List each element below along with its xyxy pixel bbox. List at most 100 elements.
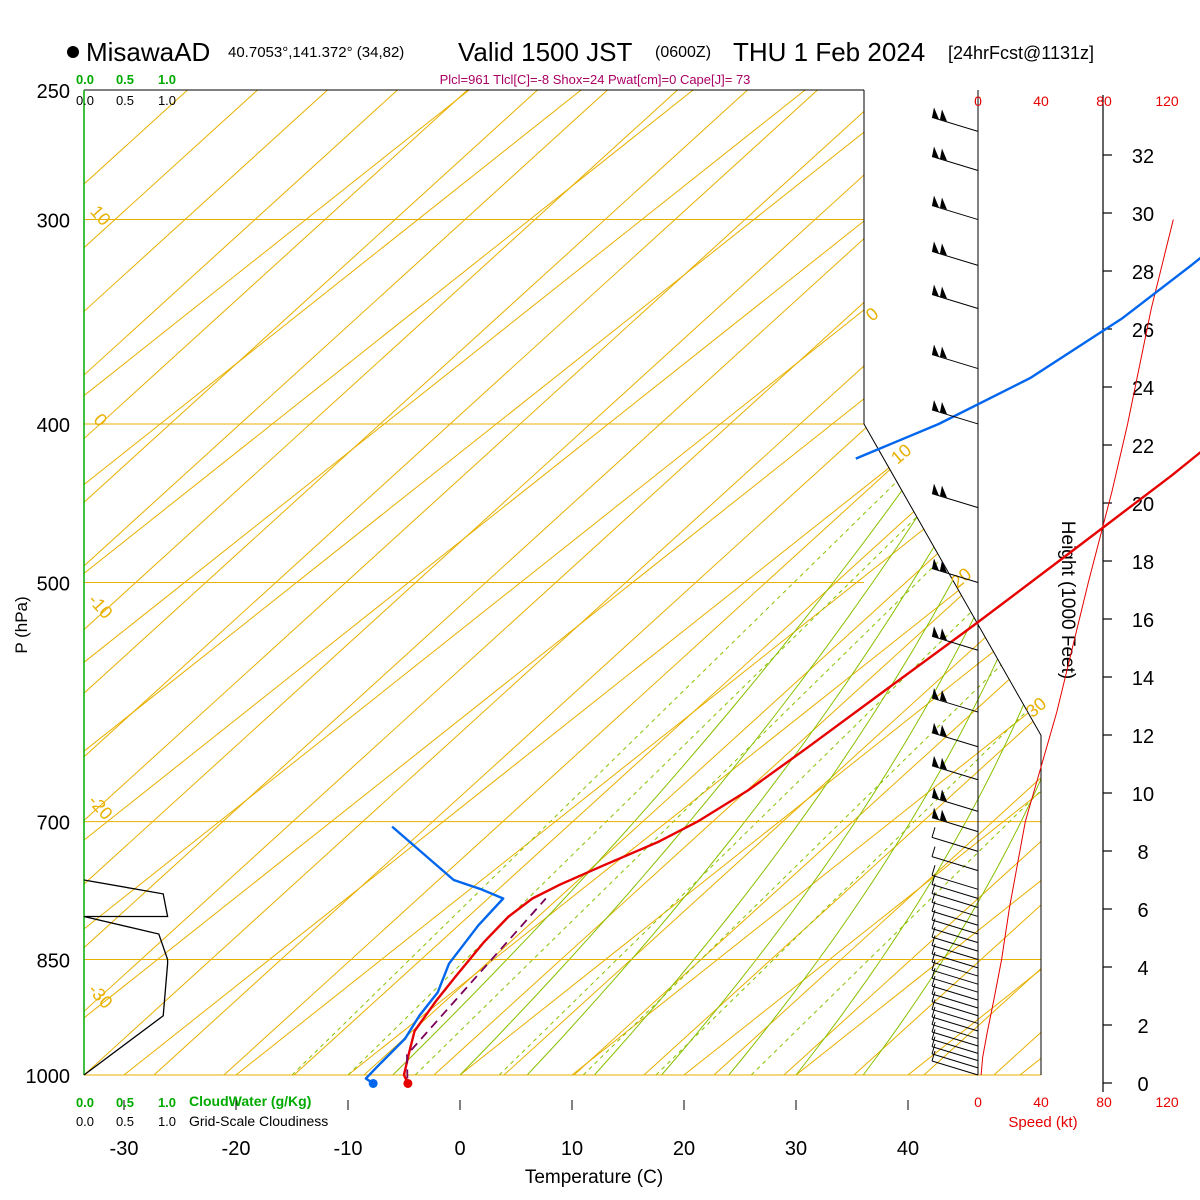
wind-barb — [931, 1029, 979, 1054]
wind-barb — [931, 1021, 979, 1047]
pressure-tick-label: 700 — [37, 813, 70, 835]
dry-adiabat-label: 10 — [86, 201, 114, 229]
height-tick-label: 6 — [1137, 900, 1148, 922]
speed-axis-title: Speed (kt) — [1008, 1114, 1077, 1131]
cloudwater-tick-top: 0.5 — [116, 72, 134, 87]
height-tick-label: 2 — [1137, 1016, 1148, 1038]
wind-barb — [931, 241, 979, 266]
wind-barb-staff — [931, 953, 979, 969]
wind-barb-feather — [931, 1006, 936, 1018]
pressure-tick-label: 400 — [37, 415, 70, 437]
plot-frame — [83, 89, 1042, 1076]
height-tick-label: 16 — [1132, 610, 1154, 632]
wind-barb-staff — [931, 635, 979, 651]
wind-barb-flag — [940, 690, 947, 703]
height-tick-label: 30 — [1132, 204, 1154, 226]
x-tick-label: 20 — [673, 1138, 695, 1160]
isotherm-line — [528, 90, 1041, 1075]
wind-barb-feather — [931, 968, 936, 979]
cloudwater-tick-bottom: 0.0 — [76, 1095, 94, 1110]
wind-barb-flag — [932, 807, 939, 820]
cloudiness-tick-top: 0.0 — [76, 93, 94, 108]
wind-barb — [931, 1014, 979, 1040]
height-tick-label: 18 — [1132, 552, 1154, 574]
cloudiness-tick-bottom: 0.5 — [116, 1114, 134, 1129]
dry-adiabat-line — [84, 90, 328, 1075]
mixing-ratio-label: 5 — [494, 1083, 513, 1099]
wind-barb-flag — [932, 107, 939, 120]
wind-barb — [931, 284, 979, 309]
wind-barb — [931, 807, 979, 833]
cloudiness-tick-top: 0.5 — [116, 93, 134, 108]
wind-barb-flag — [932, 558, 939, 571]
dry-adiabat-label: 0 — [90, 410, 112, 431]
wind-barb-feather — [931, 1029, 936, 1040]
wind-barb-staff — [931, 901, 979, 917]
mixing-ratio-line — [582, 423, 1041, 1075]
speed-tick-label-bottom: 80 — [1096, 1094, 1112, 1110]
height-tick-label: 28 — [1132, 262, 1154, 284]
wind-barb-flag — [940, 401, 947, 414]
x-tick-label: -10 — [334, 1138, 363, 1160]
wind-barb-staff — [931, 874, 979, 890]
dry-adiabat-line — [1064, 90, 1200, 1075]
wind-barb — [931, 107, 979, 132]
wind-barb-staff — [931, 116, 979, 132]
pressure-tick-label: 250 — [37, 81, 70, 103]
wind-barb-staff — [931, 910, 979, 926]
mixing-ratio-line — [750, 423, 1041, 1075]
pressure-tick-label: 500 — [37, 574, 70, 596]
wind-barb — [931, 951, 979, 977]
height-tick-label: 32 — [1132, 146, 1154, 168]
wind-barb-staff — [931, 293, 979, 309]
indices-line: Plcl=961 Tlcl[C]=-8 Shox=24 Pwat[cm]=0 C… — [440, 72, 751, 87]
isotherm-line — [752, 90, 1041, 1075]
y-axis-title: P (hPa) — [12, 596, 31, 653]
valid-date: THU 1 Feb 2024 — [733, 37, 925, 67]
cloudiness-tick-bottom: 0.0 — [76, 1114, 94, 1129]
wind-barb-staff — [931, 817, 979, 833]
speed-tick-label-bottom: 40 — [1033, 1094, 1049, 1110]
x-tick-label: -20 — [222, 1138, 251, 1160]
height-tick-label: 20 — [1132, 494, 1154, 516]
wind-barb-staff — [931, 1001, 979, 1017]
wind-barb — [931, 146, 979, 172]
wind-barb — [931, 1036, 979, 1062]
cloudwater-tick-bottom: 1.0 — [158, 1095, 176, 1110]
mixing-ratio-line — [414, 423, 1041, 1075]
wind-barb-flag — [940, 346, 947, 359]
dry-adiabat-line — [713, 90, 1041, 1075]
wind-barb-feather — [931, 983, 936, 995]
moist-adiabat-line — [630, 90, 1041, 1075]
wind-barb — [931, 787, 979, 812]
profiles — [83, 219, 1200, 1088]
wind-barb — [931, 558, 979, 583]
speed-tick-label-top: 120 — [1155, 93, 1179, 109]
speed-tick-label-bottom: 120 — [1155, 1094, 1179, 1110]
dry-adiabat-label: 0 — [862, 303, 883, 325]
wind-barb-feather — [931, 991, 936, 1002]
dry-adiabat-label: -30 — [84, 980, 116, 1013]
x-axis-title: Temperature (C) — [525, 1167, 663, 1188]
isotherm-line — [84, 90, 506, 1075]
mixing-ratio-label: 20 — [746, 1076, 769, 1099]
mixing-ratio-label: 3 — [410, 1083, 429, 1099]
dry-adiabat-line — [503, 90, 1041, 1075]
speed-tick-label-top: 80 — [1096, 93, 1112, 109]
x-tick-label: 10 — [561, 1138, 583, 1160]
wind-barb-flag — [940, 724, 947, 737]
wind-barb-feather — [931, 1014, 936, 1025]
height-tick-label: 4 — [1137, 958, 1148, 980]
moist-adiabat-line — [836, 90, 1041, 1075]
wind-barb-flag — [932, 626, 939, 639]
mixing-ratio-line — [347, 423, 1012, 1075]
wind-barb — [931, 755, 979, 781]
x-tick-label: 0 — [454, 1138, 465, 1160]
isotherm-line — [84, 90, 1041, 1075]
wind-barb-flag — [932, 146, 939, 159]
wind-barb-staff — [931, 961, 979, 977]
wind-barb — [931, 399, 979, 425]
wind-barb-flag — [940, 789, 947, 802]
cloudiness-tick-bottom: 1.0 — [158, 1114, 176, 1129]
wind-barb-staff — [931, 893, 979, 908]
